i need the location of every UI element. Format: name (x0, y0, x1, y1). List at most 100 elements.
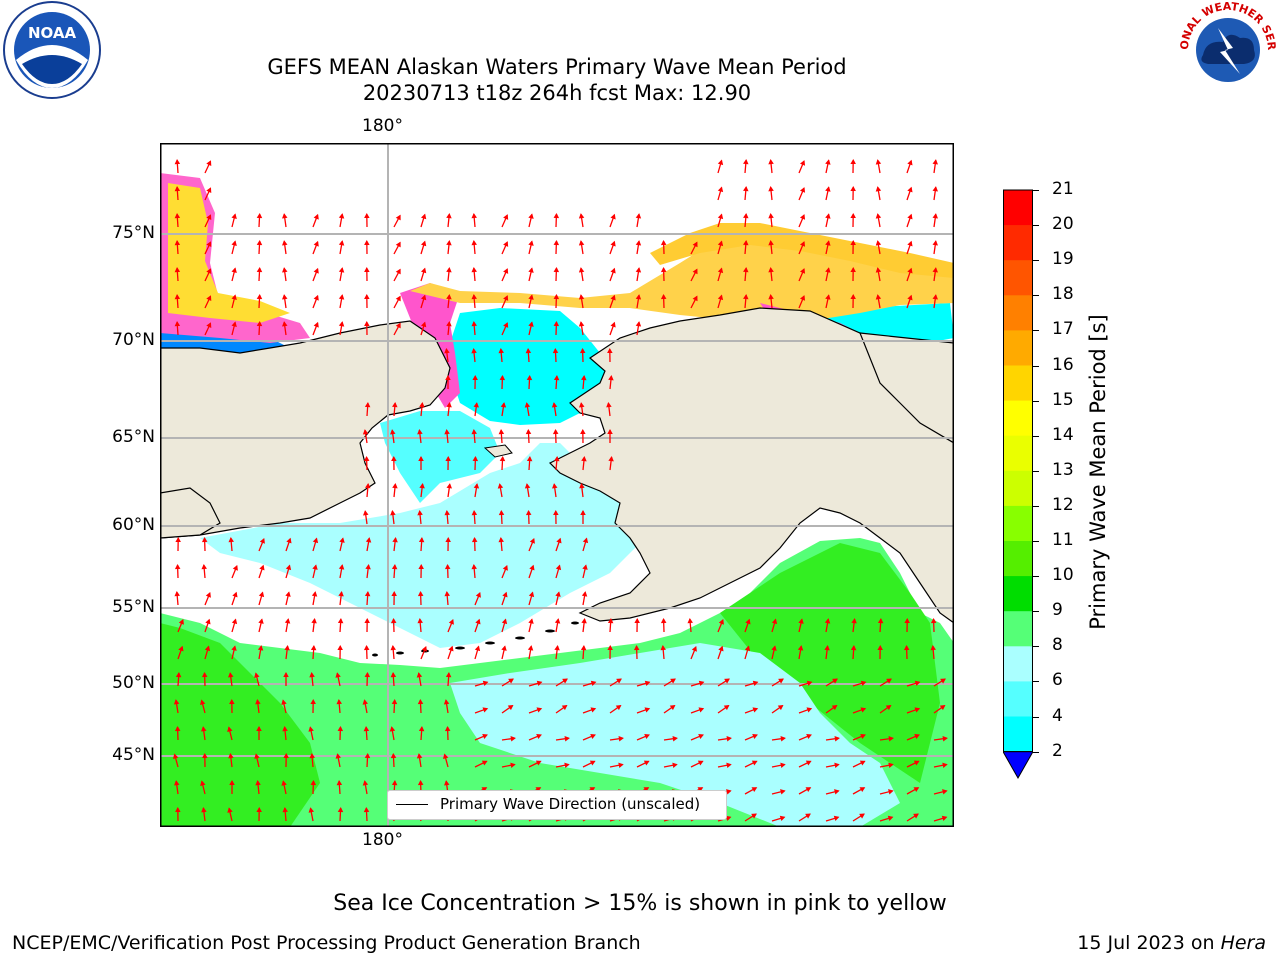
wave-direction-arrowhead (832, 678, 838, 684)
wave-direction-arrowhead (175, 536, 181, 543)
colorbar-band (1003, 576, 1033, 612)
wave-direction-arrowhead (231, 267, 237, 273)
colorbar-tick-label: 15 (1052, 389, 1074, 410)
wave-direction-arrowhead (445, 671, 452, 678)
wave-direction-arrowhead (554, 456, 560, 462)
wave-direction-arrowhead (416, 753, 423, 759)
wave-direction-arrowhead (644, 707, 651, 713)
wave-direction-arrowhead (282, 240, 288, 246)
wave-direction-arrowhead (364, 266, 370, 273)
wave-direction-arrowhead (308, 726, 314, 732)
wave-direction-arrowhead (337, 617, 344, 624)
wave-direction-arrowhead (525, 509, 532, 516)
wave-direction-arrowhead (564, 762, 570, 768)
wave-direction-arrowhead (363, 725, 370, 732)
wave-direction-arrowhead (471, 348, 477, 354)
wave-direction-arrowhead (607, 644, 613, 651)
wave-direction-arrowhead (660, 266, 667, 273)
wave-direction-arrowhead (907, 186, 913, 193)
wave-direction-arrowhead (552, 428, 559, 435)
wave-direction-arrowhead (860, 707, 867, 713)
wave-direction-arrowhead (768, 213, 774, 219)
wave-direction-arrowhead (231, 240, 237, 246)
wave-direction-arrowhead (824, 645, 830, 651)
wave-direction-arrowhead (281, 699, 287, 705)
wave-direction-arrowhead (259, 537, 265, 544)
wave-direction-arrowhead (363, 510, 369, 516)
colorbar-tick-label: 8 (1052, 635, 1063, 656)
wave-direction-arrowhead (806, 707, 813, 713)
wave-direction-arrowhead (335, 753, 341, 759)
wave-direction-arrowhead (610, 240, 616, 247)
wave-direction-arrowhead (310, 698, 316, 705)
wave-direction-arrowhead (779, 815, 786, 822)
wave-direction-arrowhead (174, 158, 181, 165)
wave-direction-arrowhead (391, 563, 398, 570)
credit-line: NCEP/EMC/Verification Post Processing Pr… (12, 932, 641, 954)
wave-direction-arrowhead (672, 736, 678, 742)
wave-direction-arrowhead (932, 294, 938, 300)
wave-direction-arrowhead (850, 185, 856, 192)
wave-direction-arrowhead (471, 509, 478, 516)
wave-direction-arrowhead (914, 680, 921, 687)
wave-direction-arrowhead (825, 240, 831, 246)
wave-direction-arrowhead (618, 736, 624, 742)
wave-direction-arrowhead (364, 320, 370, 327)
wave-direction-arrowhead (535, 787, 542, 793)
wave-direction-arrowhead (590, 680, 597, 687)
wave-direction-arrowhead (502, 564, 508, 571)
wave-direction-arrowhead (417, 590, 424, 597)
colorbar-tick-label: 16 (1052, 354, 1074, 375)
wave-direction-arrowhead (834, 789, 840, 795)
wave-direction-arrowhead (418, 725, 425, 732)
colorbar-tick-label: 11 (1052, 530, 1074, 550)
wave-direction-arrowhead (174, 266, 181, 273)
sea-ice-note: Sea Ice Concentration > 15% is shown in … (333, 891, 947, 916)
wave-direction-arrowhead (364, 239, 370, 246)
wave-direction-arrowhead (481, 760, 488, 766)
wave-direction-arrowhead (660, 645, 666, 651)
sea-ice-siberian-yellow (168, 183, 290, 323)
wave-direction-arrowhead (580, 428, 586, 435)
wave-direction-arrowhead (256, 293, 263, 300)
wave-field-central-pacific (450, 643, 900, 827)
wave-direction-arrowhead (850, 644, 857, 651)
wave-direction-arrowhead (445, 455, 451, 462)
wave-direction-arrowhead (607, 617, 614, 624)
wave-direction-arrowhead (660, 617, 667, 624)
wave-direction-arrowhead (231, 294, 237, 300)
wave-direction-arrowhead (254, 672, 260, 678)
wave-direction-arrowhead (717, 159, 724, 166)
colorbar-tick-label: 13 (1052, 459, 1074, 480)
colorbar-tick-label: 2 (1052, 740, 1063, 761)
wave-direction-arrowhead (607, 347, 613, 354)
wave-direction-arrowhead (724, 678, 730, 684)
wave-direction-arrowhead (228, 753, 234, 759)
wave-direction-arrowhead (932, 159, 938, 165)
wave-direction-arrowhead (643, 760, 650, 766)
wave-direction-arrowhead (850, 158, 856, 165)
wave-direction-arrowhead (610, 213, 616, 220)
wave-direction-arrowhead (833, 815, 840, 822)
wave-direction-arrowhead (444, 725, 451, 732)
wave-direction-arrowhead (390, 429, 396, 435)
wave-direction-arrowhead (446, 213, 452, 219)
wave-direction-arrowhead (174, 725, 181, 732)
wave-direction-arrowhead (229, 698, 235, 705)
colorbar-tick-label: 9 (1052, 600, 1063, 621)
wave-direction-arrowhead (580, 509, 586, 516)
wave-direction-arrowhead (942, 762, 948, 768)
wave-direction-arrowhead (552, 347, 559, 354)
wave-direction-arrowhead (255, 780, 261, 786)
wave-direction-arrowhead (805, 760, 812, 766)
colorbar-band (1003, 330, 1033, 366)
wave-direction-arrowhead (725, 815, 732, 822)
wave-direction-arrowhead (798, 618, 804, 624)
colorbar-extend-triangle (1003, 751, 1033, 780)
wave-direction-arrowhead (907, 294, 913, 301)
wave-field-east-green (720, 543, 940, 783)
wave-direction-arrowhead (310, 779, 317, 786)
wave-direction-arrowhead (337, 644, 343, 651)
wave-direction-arrowhead (618, 762, 624, 768)
wave-direction-arrowhead (692, 268, 698, 275)
